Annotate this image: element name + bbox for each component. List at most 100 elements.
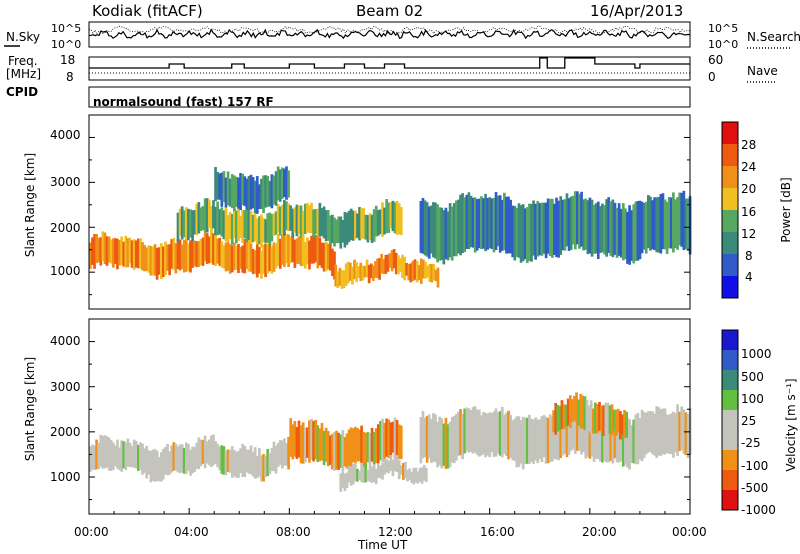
echo-cell (555, 197, 558, 258)
echo-cell (260, 250, 263, 279)
echo-cell (397, 460, 401, 480)
echo-cell (324, 241, 328, 272)
echo-cell (488, 412, 492, 458)
echo-cell (603, 418, 606, 461)
echo-cell (205, 198, 209, 233)
echo-cell (168, 244, 171, 276)
echo-cell (303, 427, 307, 463)
echo-cell (455, 413, 458, 461)
echo-cell (111, 238, 115, 268)
colorbar-segment (722, 166, 738, 189)
echo-cell (276, 442, 280, 467)
echo-cell (475, 199, 479, 251)
echo-cell (205, 441, 209, 464)
echo-cell (301, 236, 305, 266)
echo-cell (686, 198, 690, 251)
echo-cell (365, 259, 369, 278)
echo-cell (184, 207, 188, 241)
echo-cell (132, 439, 136, 468)
echo-cell (339, 434, 343, 468)
velocity-ytick: 2000 (50, 425, 81, 439)
echo-cell (237, 451, 240, 478)
echo-cell (220, 207, 224, 237)
echo-cell (515, 207, 519, 257)
echo-cell (448, 421, 452, 468)
echo-cell (680, 192, 684, 247)
echo-cell (232, 175, 236, 211)
echo-cell (528, 203, 531, 262)
echo-cell (197, 437, 201, 470)
echo-cell (601, 203, 604, 253)
echo-cell (383, 207, 386, 235)
echo-cell (393, 417, 397, 458)
echo-cell (306, 202, 309, 233)
echo-cell (594, 203, 598, 254)
velocity-y-ticks (89, 318, 690, 501)
echo-cell (361, 265, 365, 281)
velocity-cbar-tick: 500 (741, 370, 764, 384)
echo-cell (430, 263, 434, 283)
echo-cell (590, 199, 594, 257)
echo-cell (333, 217, 336, 247)
echo-cell (151, 449, 155, 481)
echo-cell (153, 449, 157, 482)
echo-cell (103, 232, 107, 265)
noise-traces (88, 25, 691, 40)
echo-cell (222, 446, 226, 475)
echo-cell (511, 420, 515, 461)
echo-cell (316, 425, 320, 463)
echo-cell (230, 174, 234, 209)
power-colorbar-frame (721, 121, 739, 299)
colorbar-segment (722, 450, 738, 471)
echo-cell (538, 203, 542, 256)
echo-cell (289, 236, 293, 264)
echo-cell (602, 405, 606, 436)
echo-cell (379, 209, 382, 235)
echo-cell (268, 241, 272, 272)
echo-cell (287, 170, 290, 198)
echo-cell (391, 459, 395, 477)
power-cbar-tick: 12 (741, 227, 757, 241)
echo-cell (503, 192, 506, 251)
noise-search-label: N.Search (747, 30, 800, 44)
echo-cell (374, 428, 378, 464)
echo-cell (303, 203, 307, 235)
echo-cell (674, 199, 677, 248)
echo-cell (97, 442, 101, 470)
echo-cell (147, 245, 151, 273)
echo-cell (617, 421, 621, 463)
echo-cell (339, 473, 343, 492)
echo-cell (347, 465, 351, 483)
echo-cell (122, 441, 126, 469)
echo-cell (392, 248, 396, 269)
echo-cell (299, 205, 303, 238)
echo-cell (345, 433, 349, 469)
echo-cell (634, 414, 638, 465)
echo-cell (408, 468, 411, 480)
echo-cell (280, 167, 284, 199)
echo-cell (381, 463, 384, 480)
echo-cell (258, 184, 261, 210)
echo-cell (385, 199, 389, 234)
echo-cell (308, 205, 311, 234)
nave-tick-top: 60 (708, 53, 724, 67)
echo-cell (663, 408, 667, 455)
power-heatmap (89, 166, 692, 289)
date-title: 16/Apr/2013 (590, 2, 684, 20)
x-tick: 00:00 (74, 525, 109, 539)
echo-cell (262, 244, 265, 274)
echo-cell (644, 201, 648, 254)
echo-cell (230, 446, 234, 478)
freq-label-top: Freq. (8, 54, 38, 68)
echo-cell (333, 431, 336, 471)
echo-cell (583, 396, 587, 431)
echo-cell (216, 201, 219, 236)
echo-cell (306, 237, 309, 265)
echo-cell (615, 416, 619, 463)
echo-cell (218, 237, 222, 266)
echo-cell (203, 435, 207, 469)
echo-cell (575, 392, 578, 422)
echo-cell (513, 418, 517, 461)
echo-cell (107, 236, 111, 263)
